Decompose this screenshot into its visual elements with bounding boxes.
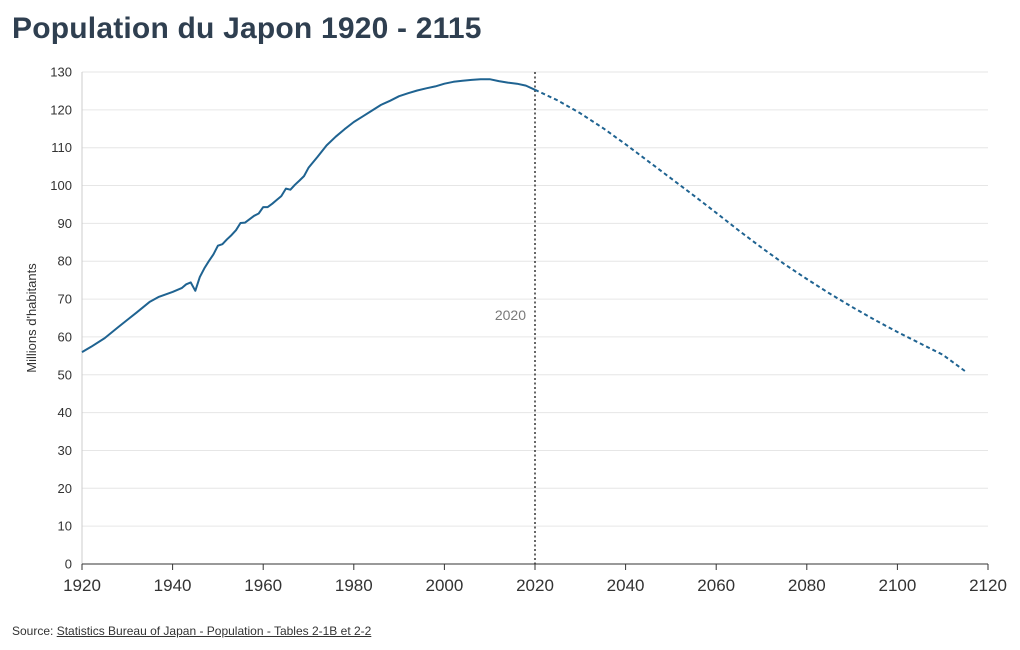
x-tick-label: 2100 (878, 576, 916, 595)
x-tick-label: 2000 (425, 576, 463, 595)
x-tick-label: 2120 (969, 576, 1007, 595)
x-tick-label: 2020 (516, 576, 554, 595)
projection-population-line (534, 88, 966, 373)
y-tick-label: 100 (50, 178, 72, 193)
y-axis-label: Millions d'habitants (24, 263, 39, 373)
x-tick-labels: 1920 1940 1960 1980 2000 2020 2040 2060 2080 2100… (63, 576, 1007, 595)
y-tick-label: 110 (51, 140, 72, 155)
x-tick-label: 1980 (335, 576, 373, 595)
y-tick-label: 120 (50, 102, 72, 117)
y-tick-label: 130 (50, 65, 72, 80)
y-tick-label: 50 (58, 367, 72, 382)
y-tick-label: 10 (58, 519, 72, 534)
chart-title: Population du Japon 1920 - 2115 (12, 12, 482, 45)
source-prefix: Source: (12, 624, 57, 638)
x-tick-label: 2080 (788, 576, 826, 595)
x-tick-label: 1940 (154, 576, 192, 595)
y-tick-label: 0 (65, 557, 72, 572)
y-tick-label: 40 (58, 405, 72, 420)
y-tick-label: 70 (58, 292, 72, 307)
y-tick-label: 90 (58, 216, 72, 231)
y-tick-label: 20 (58, 481, 72, 496)
y-tick-label: 30 (58, 443, 72, 458)
y-tick-label: 80 (58, 254, 72, 269)
y-tick-labels: 0 10 20 30 40 50 60 70 80 90 100 110 120 130 (50, 65, 72, 572)
source-link[interactable]: Statistics Bureau of Japan - Population … (56, 624, 372, 638)
x-tick-label: 1920 (63, 576, 101, 595)
year-2020-marker-label: 2020 (495, 307, 526, 323)
series-group (81, 78, 966, 373)
y-tick-label: 60 (58, 329, 72, 344)
x-tick-label: 1960 (244, 576, 282, 595)
x-tick-label: 2060 (697, 576, 735, 595)
source-note: Source: Statistics Bureau of Japan - Pop… (12, 624, 371, 638)
x-tick-label: 2040 (607, 576, 645, 595)
historical-population-line (81, 78, 536, 353)
population-line-chart: 0 10 20 30 40 50 60 70 80 90 100 110 120 130 1920 1940… (24, 65, 1007, 596)
